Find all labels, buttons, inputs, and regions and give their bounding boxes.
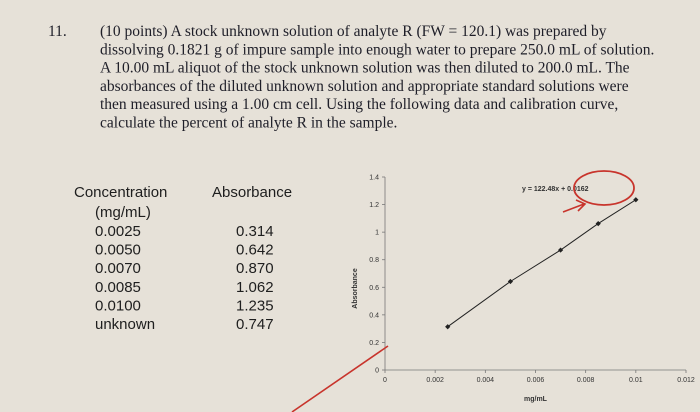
x-tick-label: 0.006: [527, 377, 545, 384]
table-cell: 0.870: [236, 260, 274, 277]
table-cell: 0.0100: [95, 297, 141, 314]
table-cell: 0.314: [236, 223, 274, 240]
x-tick-label: 0.012: [677, 377, 695, 384]
x-tick-label: 0.004: [477, 377, 495, 384]
x-tick-label: 0: [383, 377, 387, 384]
pen-stroke: [291, 345, 389, 412]
x-tick-label: 0.002: [426, 377, 444, 384]
y-tick-label: 0.2: [369, 340, 379, 347]
y-tick-label: 1.4: [369, 175, 379, 182]
problem-line: dissolving 0.1821 g of impure sample int…: [100, 41, 654, 58]
problem-line: absorbances of the diluted unknown solut…: [100, 78, 629, 95]
table-cell: 0.0085: [95, 279, 141, 296]
point: [557, 247, 564, 253]
problem-number: 11.: [48, 23, 67, 40]
y-tick-label: 1.2: [369, 202, 379, 209]
table-header: Concentration: [74, 184, 167, 201]
table-cell: 0.0050: [95, 242, 141, 259]
table-cell: 0.747: [236, 316, 274, 333]
y-tick-label: 0.6: [369, 285, 379, 292]
y-tick-label: 0.8: [369, 257, 379, 264]
y-tick-label: 1: [375, 230, 379, 237]
y-tick-label: 0.4: [369, 312, 379, 319]
x-tick-label: 0.01: [629, 377, 643, 384]
point: [595, 220, 601, 227]
table-cell: 1.235: [236, 297, 274, 314]
pen-circle: [573, 170, 635, 206]
table-cell: unknown: [95, 316, 155, 333]
point: [507, 278, 514, 285]
problem-line: then measured using a 1.00 cm cell. Usin…: [100, 96, 618, 113]
point: [633, 197, 639, 203]
y-tick-label: 0: [375, 368, 379, 375]
table-cell: 1.062: [236, 279, 274, 296]
equation: y = 122.48x + 0.0162: [522, 186, 589, 193]
table-header: Absorbance: [212, 184, 292, 201]
problem-line: calculate the percent of analyte R in th…: [100, 115, 397, 132]
table-cell: 0.0070: [95, 260, 141, 277]
table-cell: 0.642: [236, 242, 274, 259]
problem-line: A 10.00 mL aliquot of the stock unknown …: [100, 60, 630, 77]
problem-line: (10 points) A stock unknown solution of …: [100, 23, 607, 40]
pen-arrow: [562, 199, 587, 213]
table-header-unit: (mg/mL): [95, 204, 151, 221]
y-axis-label: Absorbance: [352, 268, 359, 309]
x-axis-label: mg/mL: [524, 396, 548, 403]
point: [445, 324, 451, 330]
x-tick-label: 0.008: [577, 377, 595, 384]
table-cell: 0.0025: [95, 223, 141, 240]
